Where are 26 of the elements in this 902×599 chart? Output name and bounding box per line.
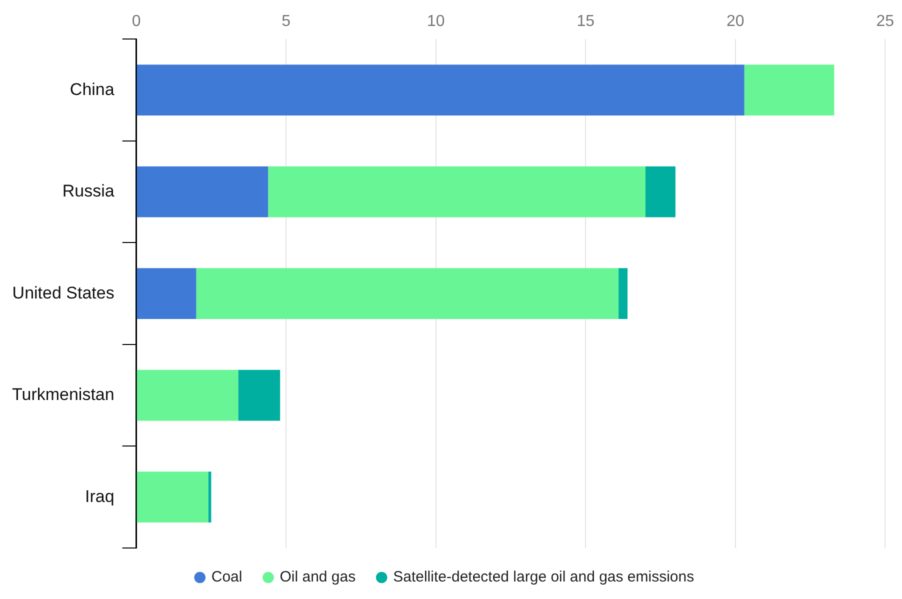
legend-label: Coal: [211, 568, 242, 586]
x-tick-label: 5: [282, 13, 291, 30]
legend-label: Oil and gas: [280, 568, 356, 586]
y-tick-label: Russia: [62, 182, 115, 201]
y-tick-label: Turkmenistan: [12, 385, 114, 404]
y-tick-label: Iraq: [85, 486, 114, 506]
x-tick-label: 10: [426, 13, 445, 30]
bar: [136, 166, 268, 218]
y-tick-label: United States: [12, 283, 114, 302]
bar: [136, 64, 744, 116]
bar: [136, 370, 238, 421]
bar: [646, 166, 676, 218]
bar: [196, 268, 619, 320]
bar: [268, 166, 646, 218]
bar: [618, 268, 628, 320]
bar: [238, 370, 280, 421]
bar: [744, 64, 834, 116]
x-tick-label: 20: [726, 13, 744, 30]
legend-label: Satellite-detected large oil and gas emissions: [393, 568, 694, 586]
bar: [136, 268, 196, 320]
bar: [136, 472, 208, 523]
x-tick-label: 15: [576, 13, 595, 30]
x-tick-label: 0: [132, 13, 141, 30]
bar: [208, 472, 212, 523]
y-tick-label: China: [70, 80, 115, 99]
x-tick-label: 25: [876, 13, 894, 30]
